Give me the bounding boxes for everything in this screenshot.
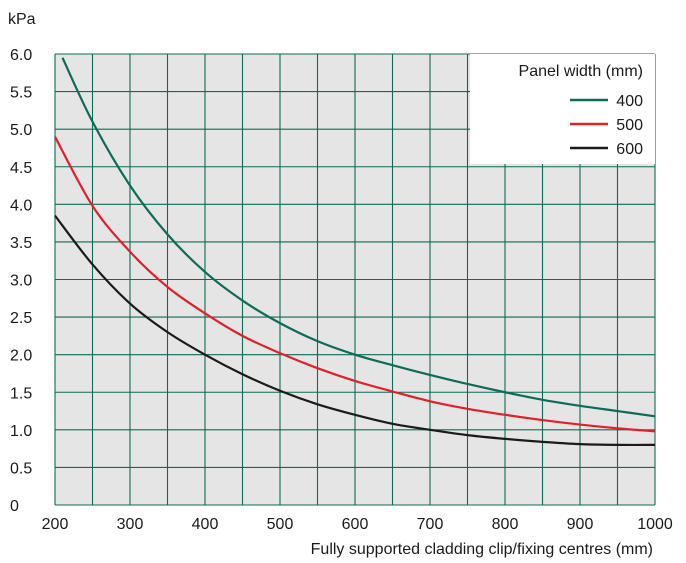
- x-axis-title: Fully supported cladding clip/fixing cen…: [311, 541, 653, 558]
- x-tick-label: 900: [567, 516, 594, 533]
- x-tick-label: 700: [417, 516, 444, 533]
- x-tick-label: 400: [192, 516, 219, 533]
- series-line-400: [61, 57, 656, 418]
- y-axis-title: kPa: [8, 11, 36, 28]
- x-tick-label: 300: [117, 516, 144, 533]
- legend-background: [470, 54, 655, 164]
- series-lines: [54, 57, 656, 447]
- legend-title: Panel width (mm): [519, 63, 643, 80]
- y-tick-label: 6.0: [10, 47, 32, 64]
- y-tick-label: 0: [10, 498, 19, 515]
- y-tick-labels: 0 0.5 1.0 1.5 2.0 2.5 3.0 3.5 4.0 4.5 5.0 5.5 6.0: [10, 47, 32, 515]
- legend-label-400: 400: [616, 93, 643, 110]
- legend: Panel width (mm) 400 500 600: [519, 63, 644, 158]
- y-tick-label: 3.5: [10, 235, 32, 252]
- x-tick-label: 500: [267, 516, 294, 533]
- y-tick-label: 4.5: [10, 160, 32, 177]
- y-tick-label: 1.5: [10, 385, 32, 402]
- y-tick-label: 3.0: [10, 273, 32, 290]
- y-tick-label: 2.5: [10, 310, 32, 327]
- plot-area: [54, 53, 656, 506]
- y-tick-label: 4.0: [10, 197, 32, 214]
- x-tick-label: 600: [342, 516, 369, 533]
- legend-label-500: 500: [616, 117, 643, 134]
- x-tick-label: 800: [492, 516, 519, 533]
- x-tick-labels: 200 300 400 500 600 700 800 900 1000: [42, 516, 673, 533]
- y-tick-label: 2.0: [10, 348, 32, 365]
- x-tick-label: 1000: [637, 516, 673, 533]
- legend-label-600: 600: [616, 141, 643, 158]
- y-tick-label: 0.5: [10, 460, 32, 477]
- series-line-600: [54, 214, 656, 447]
- y-tick-label: 1.0: [10, 423, 32, 440]
- y-tick-label: 5.0: [10, 122, 32, 139]
- x-tick-label: 200: [42, 516, 69, 533]
- series-line-500: [54, 136, 656, 433]
- legend-items: 400 500 600: [570, 93, 643, 158]
- y-tick-label: 5.5: [10, 85, 32, 102]
